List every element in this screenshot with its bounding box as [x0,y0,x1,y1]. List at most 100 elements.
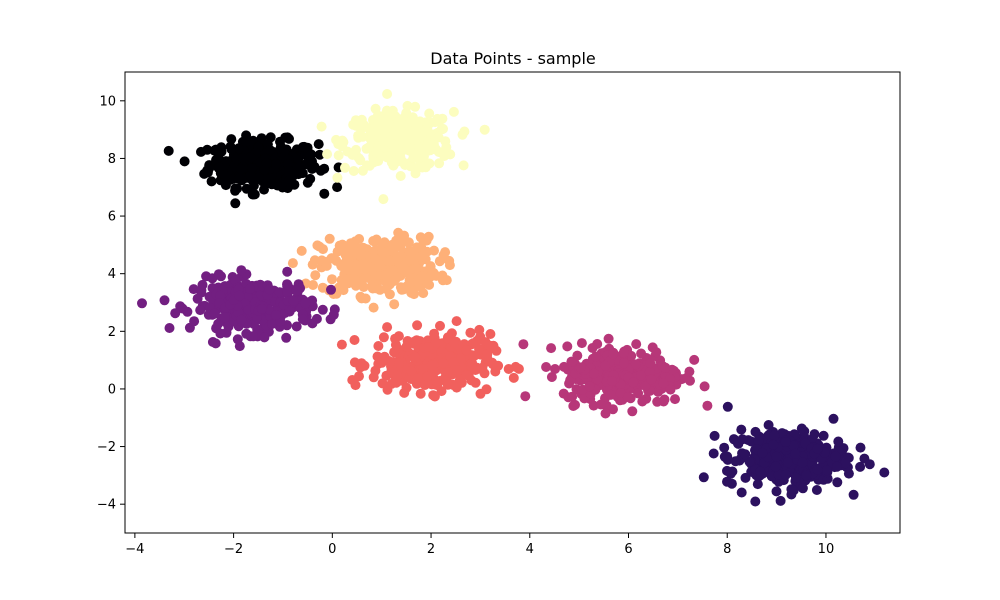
data-point [392,253,403,264]
data-point [699,381,710,392]
data-point [259,184,269,195]
data-point [405,277,416,288]
data-point [350,380,361,391]
cluster-1 [163,130,344,209]
data-point [832,477,843,488]
data-point [595,399,606,410]
data-point [349,273,359,284]
data-point [771,451,782,462]
data-point [382,322,393,333]
data-point [324,233,335,244]
data-point [411,335,422,346]
data-point [296,245,307,256]
data-point [405,116,416,127]
data-point [773,469,784,480]
data-point [796,423,807,434]
data-point [213,318,224,329]
data-point [603,333,614,344]
data-point [797,457,808,468]
data-point [719,442,730,453]
data-point [291,321,302,332]
data-point [709,430,720,441]
data-point [362,272,372,283]
data-point [546,372,557,382]
data-point [219,312,230,323]
data-point [448,357,459,368]
data-point [435,320,445,331]
data-point [283,176,294,187]
data-point [175,301,186,312]
data-point [271,310,282,320]
data-point [226,144,237,155]
data-point [413,162,424,173]
data-point [386,157,397,168]
data-point [740,449,751,460]
data-point [392,370,403,381]
data-point [283,165,294,176]
data-point [370,365,381,376]
data-point [317,282,328,293]
data-point [430,117,441,128]
data-point [461,345,472,356]
y-tick-label: 8 [108,152,116,167]
data-point [412,373,423,384]
data-point [282,287,293,298]
data-point [272,180,283,191]
data-point [237,153,248,164]
data-point [261,158,272,169]
data-point [412,320,423,331]
data-point [584,381,595,392]
data-point [832,461,842,472]
data-point [475,388,486,399]
data-point [332,182,343,193]
data-point [608,349,618,360]
data-point [864,459,875,470]
x-tick-label: 10 [818,542,835,557]
data-point [424,108,435,119]
data-point [821,465,832,476]
data-point [236,164,247,175]
cluster-6 [518,333,713,419]
data-point [326,284,336,295]
data-point [259,332,270,343]
data-point [438,123,448,134]
x-tick-label: 0 [328,542,336,557]
data-point [440,247,451,258]
data-point [337,141,348,152]
data-point [520,391,531,402]
data-point [232,183,243,194]
data-point [415,232,426,243]
data-point [307,318,318,329]
data-point [319,188,330,199]
data-point [366,134,377,145]
data-point [590,351,601,362]
data-point [736,424,747,435]
y-tick-label: −4 [97,498,116,513]
data-point [179,156,190,167]
data-point [562,341,573,352]
data-point [357,131,368,142]
data-point [770,461,781,472]
data-point [392,130,403,141]
data-point [468,350,479,361]
data-point [209,308,220,319]
data-point [658,378,669,389]
data-point [210,144,221,155]
data-point [424,279,435,290]
x-tick-label: −4 [125,542,144,557]
data-point [284,133,294,144]
data-point [248,331,259,342]
data-point [640,380,651,391]
data-point [636,370,646,381]
data-point [797,483,808,494]
data-point [341,256,352,266]
data-point [482,349,493,360]
data-point [722,451,733,462]
data-point [381,105,392,116]
data-point [753,435,764,446]
data-point [287,258,298,269]
data-point [559,361,569,372]
data-point [192,293,203,304]
data-point [468,338,479,349]
data-point [211,154,222,165]
